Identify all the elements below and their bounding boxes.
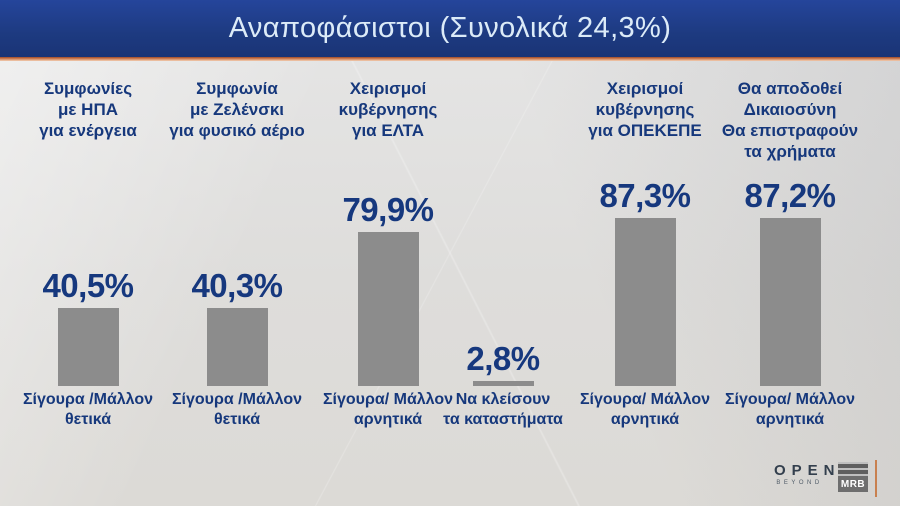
value-label: 40,5%: [42, 266, 134, 304]
mrb-logo-text: MRB: [838, 476, 868, 492]
chart-column-3: Χειρισμοί κυβέρνησης για ΕΛΤΑ 79,9% Σίγο…: [313, 60, 463, 440]
column-header: Χειρισμοί κυβέρνησης για ΟΠΕΚΕΠΕ: [588, 79, 702, 140]
mrb-logo: MRB: [838, 462, 868, 492]
column-header: Χειρισμοί κυβέρνησης για ΕΛΤΑ: [338, 79, 438, 140]
bar-caption: Σίγουρα/ Μάλλον αρνητικά: [322, 391, 454, 428]
chart-column-1: Συμφωνίες με ΗΠΑ για ενέργεια 40,5% Σίγο…: [13, 60, 163, 440]
value-label: 40,3%: [191, 267, 283, 305]
bar-caption: Σίγουρα /Μάλλον θετικά: [171, 391, 303, 428]
open-logo-text: OPEN: [774, 462, 841, 479]
orange-divider: [0, 57, 900, 61]
open-beyond-text: BEYOND: [776, 480, 823, 486]
title-banner: Αναποφάσιστοι (Συνολικά 24,3%): [0, 0, 900, 57]
chart-column-6: Θα αποδοθεί Δικαιοσύνη Θα επιστραφούν τα…: [715, 60, 865, 440]
bar: [614, 217, 676, 386]
bar-caption: Σίγουρα/ Μάλλον αρνητικά: [579, 391, 711, 428]
bar: [206, 308, 268, 386]
bar: [357, 231, 419, 386]
chart-column-5: Χειρισμοί κυβέρνησης για ΟΠΕΚΕΠΕ 87,3% Σ…: [570, 60, 720, 440]
bar-group: 2,8%: [428, 342, 578, 386]
value-label: 87,2%: [744, 176, 836, 214]
orange-accent-line: [875, 460, 877, 497]
bar-group: 40,5%: [13, 269, 163, 386]
column-header: Συμφωνίες με ΗΠΑ για ενέργεια: [39, 79, 137, 140]
bar: [57, 307, 119, 386]
bar: [472, 380, 534, 386]
value-label: 2,8%: [466, 339, 540, 377]
column-header: Συμφωνία με Ζελένσκι για φυσικό αέριο: [169, 79, 305, 140]
chart-column-2: Συμφωνία με Ζελένσκι για φυσικό αέριο 40…: [162, 60, 312, 440]
bar-caption: Σίγουρα/ Μάλλον αρνητικά: [724, 391, 856, 428]
bar: [759, 217, 821, 386]
value-label: 79,9%: [342, 190, 434, 228]
column-header: Θα αποδοθεί Δικαιοσύνη Θα επιστραφούν τα…: [721, 79, 859, 161]
value-label: 87,3%: [599, 176, 691, 214]
bar-caption: Σίγουρα /Μάλλον θετικά: [22, 391, 154, 428]
mrb-stripes-icon: [838, 462, 868, 476]
bar-group: 87,2%: [715, 179, 865, 386]
open-tv-logo: OPEN BEYOND: [768, 462, 841, 486]
bar-group: 40,3%: [162, 269, 312, 386]
bar-group: 87,3%: [570, 176, 720, 386]
chart-column-4: 2,8% Να κλείσουν τα καταστήματα: [428, 60, 578, 440]
bar-group: 79,9%: [313, 193, 463, 386]
bar-caption: Να κλείσουν τα καταστήματα: [443, 391, 563, 428]
page-title: Αναποφάσιστοι (Συνολικά 24,3%): [228, 12, 672, 44]
